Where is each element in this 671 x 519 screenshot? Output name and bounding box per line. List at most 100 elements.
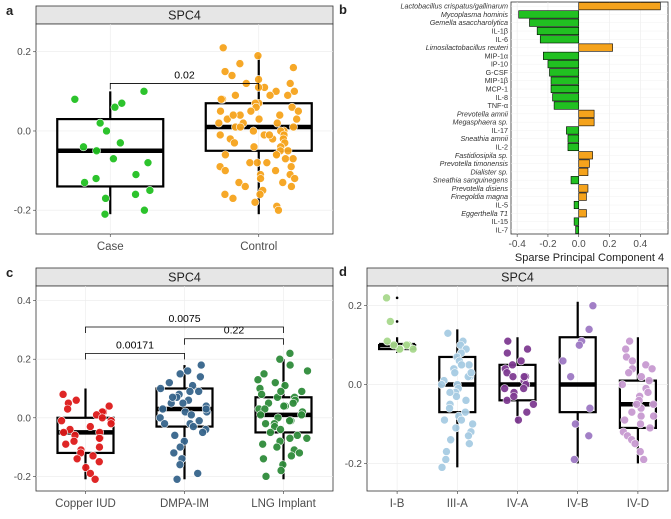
data-point [272, 118, 282, 128]
bar [578, 184, 589, 193]
data-point [529, 399, 538, 409]
data-point [90, 474, 100, 484]
data-point [620, 415, 629, 425]
data-point [193, 469, 203, 478]
box [56, 416, 115, 455]
data-point [287, 451, 296, 461]
data-point [382, 293, 391, 303]
data-point [72, 454, 82, 464]
data-point [70, 94, 80, 104]
category-label: Megasphaera sp. [452, 118, 508, 127]
data-point [198, 428, 207, 437]
data-point [94, 457, 104, 467]
data-point [437, 463, 447, 472]
category-label: IL-17 [492, 126, 508, 135]
data-point [440, 415, 449, 425]
category-label: Mycoplasma hominis [441, 10, 509, 19]
data-point [95, 118, 105, 128]
data-point [256, 410, 265, 420]
data-point [647, 364, 657, 374]
data-point [253, 51, 263, 60]
data-point [254, 114, 264, 124]
category-label: MCP-1 [486, 85, 508, 94]
data-point [116, 138, 125, 148]
data-point [585, 403, 595, 413]
outlier-point [395, 296, 399, 300]
bar [529, 18, 580, 27]
data-point [271, 87, 281, 96]
data-point [196, 372, 205, 382]
data-point [289, 122, 298, 132]
category-label: Prevotella timonensis [440, 159, 509, 168]
comparison-bracket [85, 352, 185, 360]
bar [575, 225, 580, 234]
data-point [275, 354, 285, 364]
data-point [276, 387, 286, 396]
data-point [618, 380, 627, 389]
data-point [194, 416, 204, 426]
data-point [189, 422, 198, 431]
data-point [168, 392, 177, 402]
data-point [283, 146, 293, 156]
data-point [570, 455, 579, 464]
data-point [293, 431, 302, 440]
p-value-label: 0.00171 [116, 339, 154, 351]
data-point [80, 178, 89, 187]
data-point [295, 448, 304, 458]
data-point [275, 110, 285, 120]
x-tick-label: 0.0 [572, 239, 586, 250]
data-point [110, 102, 120, 112]
panel-a: SPC4 0.2 0.0 -0.2 0.02 Case Control [14, 5, 334, 253]
x-tick-label: 0.2 [603, 239, 617, 250]
data-point [214, 118, 224, 128]
data-point [187, 410, 196, 420]
data-point [86, 422, 95, 431]
y-tick-label: -0.2 [345, 459, 363, 470]
y-tick-label: 0.0 [17, 413, 31, 424]
data-point [180, 436, 189, 446]
data-point [92, 146, 101, 156]
data-point [106, 419, 116, 428]
data-point [571, 419, 580, 429]
x-tick-label: Control [240, 241, 277, 253]
data-point [442, 447, 451, 456]
data-point [88, 451, 98, 461]
panel-label-d: d [339, 264, 347, 279]
y-tick-label: -0.2 [14, 472, 32, 483]
bar [547, 60, 580, 69]
data-point [262, 158, 272, 167]
category-label: IL-6 [496, 35, 508, 44]
data-point [628, 356, 637, 366]
data-point [59, 428, 68, 437]
data-point [286, 162, 296, 171]
data-point [252, 158, 262, 167]
x-tick-label: Case [97, 241, 124, 253]
x-tick-label: -0.4 [509, 239, 527, 250]
data-point [61, 439, 71, 449]
data-point [519, 384, 528, 393]
x-axis-title: Sparse Principal Component 4 [515, 252, 664, 264]
data-point [285, 79, 295, 88]
bar [578, 109, 595, 118]
data-point [566, 372, 575, 381]
data-point [63, 404, 72, 414]
bar [567, 134, 580, 143]
data-point [450, 368, 460, 378]
data-point [230, 138, 239, 148]
data-point [382, 336, 392, 346]
data-point [253, 375, 263, 385]
data-point [249, 142, 259, 152]
comparison-bracket [184, 338, 284, 345]
bar [566, 126, 580, 135]
x-tick-label: DMPA-IM [160, 498, 209, 510]
data-point [220, 190, 230, 199]
data-point [218, 43, 228, 53]
data-point [637, 372, 646, 381]
data-point [297, 410, 306, 420]
y-tick-label: -0.2 [14, 206, 32, 217]
data-point [175, 369, 185, 379]
data-point [457, 415, 466, 425]
bar [573, 200, 580, 210]
data-point [437, 380, 446, 389]
